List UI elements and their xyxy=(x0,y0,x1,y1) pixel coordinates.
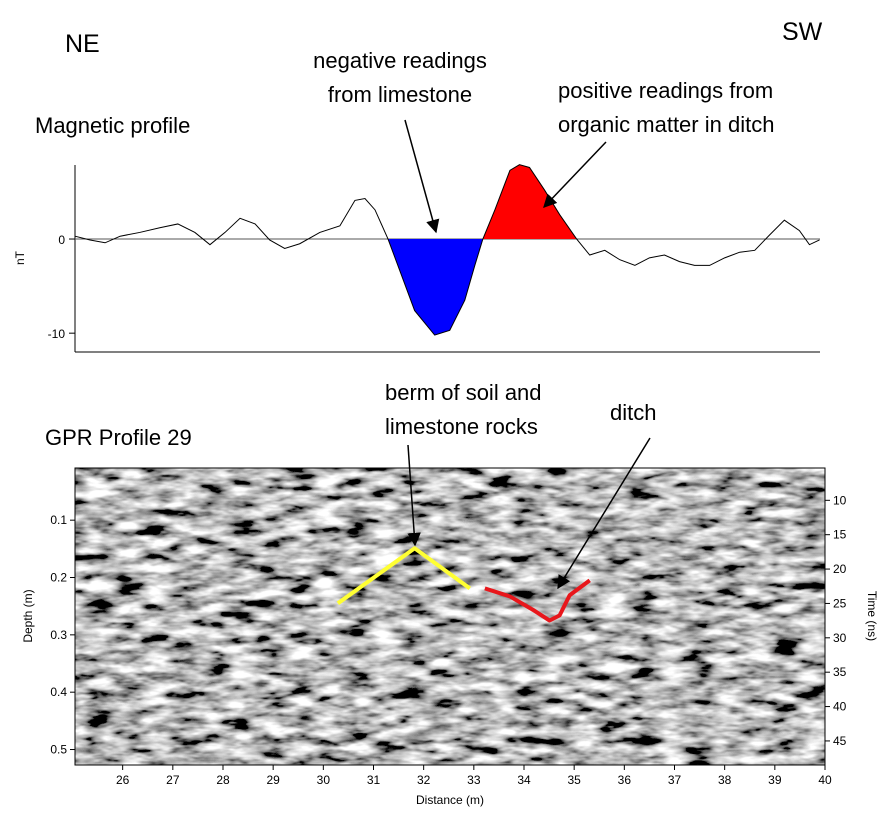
x-tick-label: 35 xyxy=(567,773,581,787)
y2-tick-label: 35 xyxy=(833,665,847,679)
radargram-image xyxy=(75,468,825,765)
y-tick-label: 0.2 xyxy=(50,571,67,585)
y2-tick-label: 45 xyxy=(833,734,847,748)
y2-axis-label: Time (ns) xyxy=(865,591,879,641)
x-tick-label: 32 xyxy=(417,773,431,787)
annotation-text: berm of soil and xyxy=(385,380,542,405)
y-tick-label: 0.1 xyxy=(50,513,67,527)
chart-title: Magnetic profile xyxy=(35,113,190,138)
y-tick-label: 0 xyxy=(58,233,65,247)
y2-tick-label: 20 xyxy=(833,562,847,576)
x-tick-label: 34 xyxy=(517,773,531,787)
annotation-text: negative readings xyxy=(313,48,487,73)
annotation-text: organic matter in ditch xyxy=(558,112,774,137)
annotation-text: limestone rocks xyxy=(385,414,538,439)
x-tick-label: 28 xyxy=(216,773,230,787)
annotation-text: positive readings from xyxy=(558,78,773,103)
y2-tick-label: 15 xyxy=(833,528,847,542)
x-tick-label: 33 xyxy=(467,773,481,787)
x-tick-label: 31 xyxy=(367,773,381,787)
positive-anomaly-fill xyxy=(388,164,577,240)
direction-label: SW xyxy=(782,18,823,46)
y-tick-label: -10 xyxy=(48,327,66,341)
x-tick-label: 30 xyxy=(317,773,331,787)
direction-label: NE xyxy=(65,30,100,58)
x-tick-label: 36 xyxy=(618,773,632,787)
x-tick-label: 38 xyxy=(718,773,732,787)
profile-line xyxy=(74,164,820,336)
chart-title: GPR Profile 29 xyxy=(45,425,192,450)
x-tick-label: 39 xyxy=(768,773,782,787)
y-tick-label: 0.3 xyxy=(50,628,67,642)
annotation-text: ditch xyxy=(610,400,656,425)
y-tick-label: 0.5 xyxy=(50,743,67,757)
y2-tick-label: 10 xyxy=(833,493,847,507)
annotation-text: from limestone xyxy=(328,82,472,107)
y-axis-label: nT xyxy=(13,250,27,265)
plot-frame xyxy=(74,467,826,766)
y2-tick-label: 30 xyxy=(833,631,847,645)
x-tick-label: 26 xyxy=(116,773,130,787)
negative-anomaly-fill xyxy=(388,239,577,336)
x-tick-label: 40 xyxy=(818,773,832,787)
y2-tick-label: 25 xyxy=(833,596,847,610)
x-tick-label: 29 xyxy=(266,773,280,787)
annotation-arrow xyxy=(543,141,607,208)
x-tick-label: 27 xyxy=(166,773,180,787)
x-tick-label: 37 xyxy=(668,773,682,787)
y-tick-label: 0.4 xyxy=(50,685,67,699)
interpretation-line xyxy=(336,546,471,605)
annotation-arrow xyxy=(557,437,651,590)
annotation-arrow xyxy=(407,444,421,547)
x-axis-label: Distance (m) xyxy=(416,793,484,807)
y-axis-label: Depth (m) xyxy=(21,589,35,642)
annotation-arrow xyxy=(404,119,440,234)
y2-tick-label: 40 xyxy=(833,700,847,714)
interpretation-line xyxy=(484,578,591,623)
